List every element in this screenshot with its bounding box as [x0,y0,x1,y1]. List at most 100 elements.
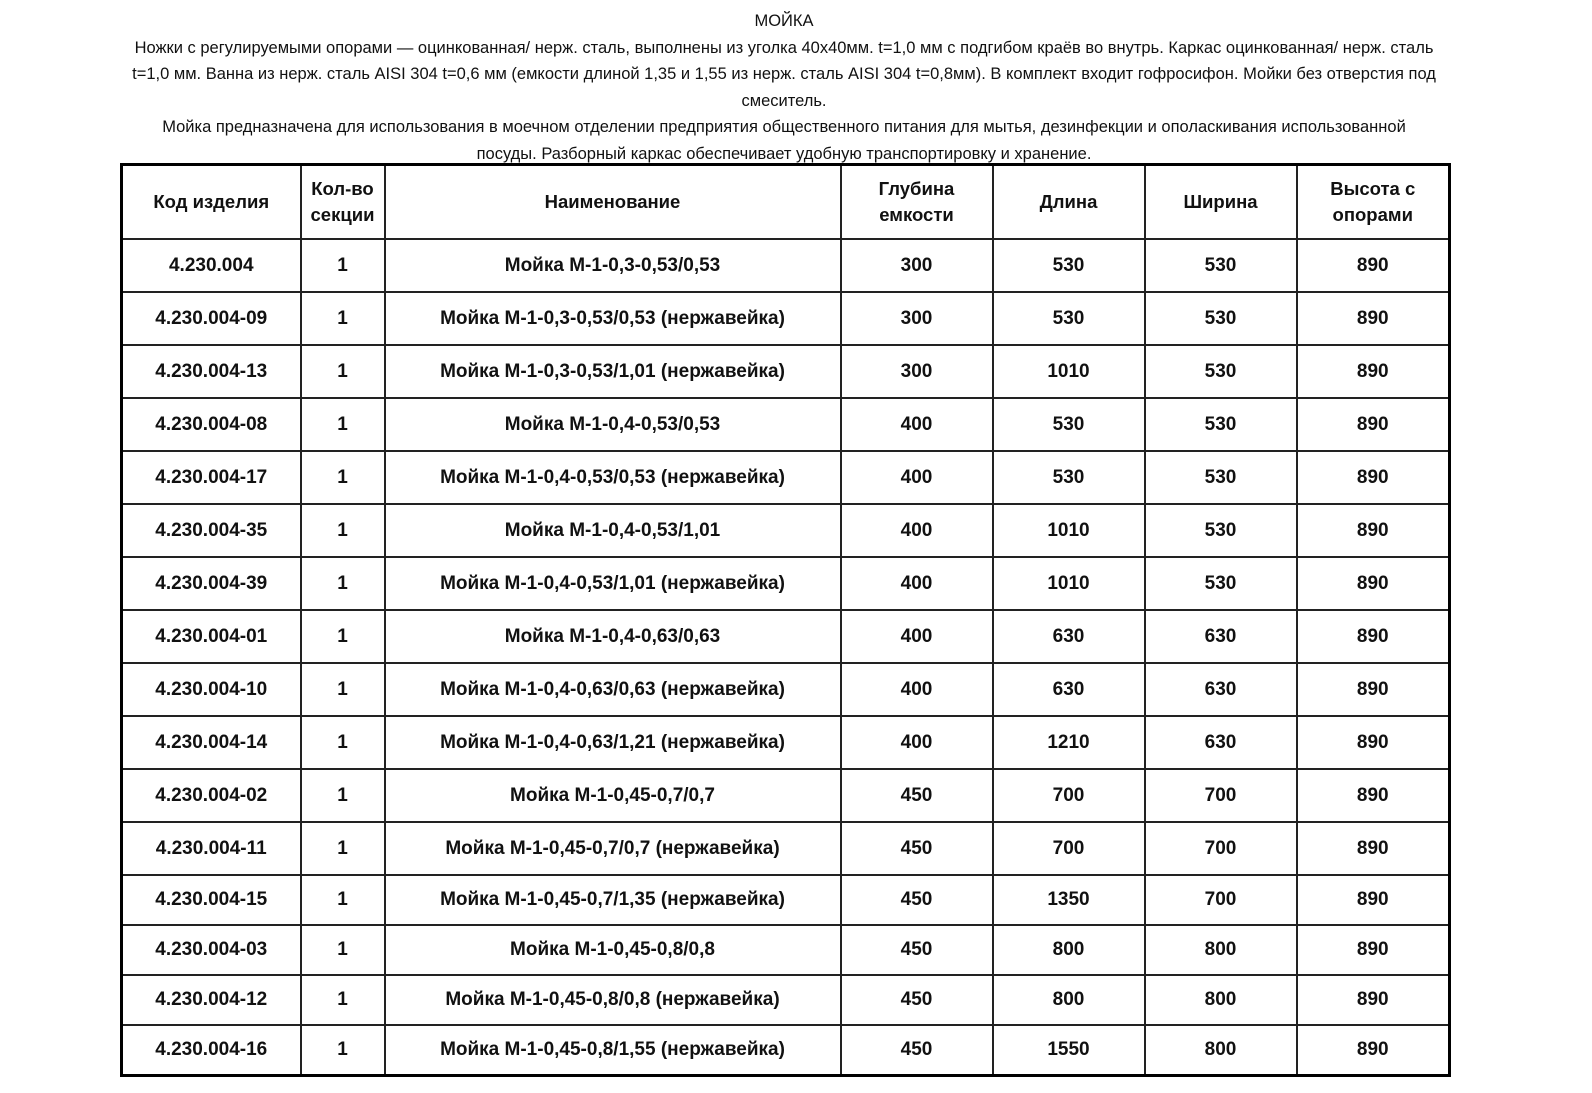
cell-depth: 450 [839,1024,994,1077]
cell-code: 4.230.004-17 [120,450,302,505]
cell-name: Мойка М-1-0,3-0,53/1,01 (нержавейка) [383,344,842,399]
cell-length: 700 [991,821,1146,876]
cell-depth: 450 [839,874,994,926]
cell-width: 700 [1143,768,1298,823]
cell-sections: 1 [299,450,386,505]
cell-length: 530 [991,397,1146,452]
cell-width: 530 [1143,344,1298,399]
cell-sections: 1 [299,238,386,293]
purpose-paragraph: Мойка предназначена для использования в … [162,118,1406,163]
cell-height: 890 [1295,556,1451,611]
cell-name: Мойка М-1-0,4-0,53/1,01 [383,503,842,558]
cell-height: 890 [1295,344,1451,399]
table-row: 4.230.004-09 1 Мойка М-1-0,3-0,53/0,53 (не… [120,291,1451,346]
cell-width: 630 [1143,662,1298,717]
cell-name: Мойка М-1-0,4-0,53/0,53 [383,397,842,452]
cell-depth: 300 [839,238,994,293]
table-header-row: Код изделия Кол-во секции Наименование Глуб… [120,163,1451,240]
cell-sections: 1 [299,503,386,558]
cell-depth: 300 [839,291,994,346]
table-row: 4.230.004-13 1 Мойка М-1-0,3-0,53/1,01 (не… [120,344,1451,399]
cell-sections: 1 [299,662,386,717]
cell-depth: 400 [839,397,994,452]
cell-width: 700 [1143,874,1298,926]
cell-depth: 450 [839,768,994,823]
cell-height: 890 [1295,768,1451,823]
cell-sections: 1 [299,924,386,976]
cell-height: 890 [1295,291,1451,346]
cell-code: 4.230.004-03 [120,924,302,976]
cell-code: 4.230.004-09 [120,291,302,346]
cell-code: 4.230.004-01 [120,609,302,664]
table-row: 4.230.004 1 Мойка М-1-0,3-0,53/0,53 300 530 5… [120,238,1451,293]
cell-height: 890 [1295,874,1451,926]
cell-width: 530 [1143,397,1298,452]
cell-length: 630 [991,609,1146,664]
cell-length: 1010 [991,344,1146,399]
cell-length: 1010 [991,503,1146,558]
cell-sections: 1 [299,556,386,611]
cell-depth: 450 [839,974,994,1026]
table-row: 4.230.004-14 1 Мойка М-1-0,4-0,63/1,21 (не… [120,715,1451,770]
cell-height: 890 [1295,974,1451,1026]
cell-code: 4.230.004-35 [120,503,302,558]
cell-sections: 1 [299,768,386,823]
cell-name: Мойка М-1-0,4-0,63/0,63 [383,609,842,664]
cell-width: 700 [1143,821,1298,876]
cell-height: 890 [1295,238,1451,293]
description-paragraph: Ножки с регулируемыми опорами — оцинкова… [132,38,1436,110]
cell-width: 630 [1143,715,1298,770]
cell-sections: 1 [299,874,386,926]
header-height: Высота с опорами [1295,163,1451,240]
cell-length: 800 [991,974,1146,1026]
header-code: Код изделия [120,163,302,240]
cell-name: Мойка М-1-0,4-0,63/0,63 (нержавейка) [383,662,842,717]
cell-name: Мойка М-1-0,45-0,7/1,35 (нержавейка) [383,874,842,926]
cell-depth: 450 [839,821,994,876]
table-row: 4.230.004-03 1 Мойка М-1-0,45-0,8/0,8 450 80… [120,924,1451,976]
cell-height: 890 [1295,503,1451,558]
cell-length: 530 [991,450,1146,505]
cell-name: Мойка М-1-0,45-0,8/0,8 (нержавейка) [383,974,842,1026]
cell-depth: 450 [839,924,994,976]
cell-width: 800 [1143,974,1298,1026]
header-sections: Кол-во секции [299,163,386,240]
intro-text: МОЙКА Ножки с регулируемыми опорами — оц… [120,8,1448,168]
cell-length: 530 [991,238,1146,293]
cell-length: 530 [991,291,1146,346]
cell-code: 4.230.004-10 [120,662,302,717]
cell-length: 1010 [991,556,1146,611]
table-row: 4.230.004-16 1 Мойка М-1-0,45-0,8/1,55 (не… [120,1024,1451,1077]
cell-sections: 1 [299,821,386,876]
cell-height: 890 [1295,1024,1451,1077]
cell-depth: 400 [839,715,994,770]
cell-code: 4.230.004-08 [120,397,302,452]
cell-depth: 300 [839,344,994,399]
cell-name: Мойка М-1-0,4-0,63/1,21 (нержавейка) [383,715,842,770]
cell-depth: 400 [839,662,994,717]
cell-length: 630 [991,662,1146,717]
table-row: 4.230.004-15 1 Мойка М-1-0,45-0,7/1,35 (не… [120,874,1451,926]
table-row: 4.230.004-39 1 Мойка М-1-0,4-0,53/1,01 (не… [120,556,1451,611]
cell-length: 1210 [991,715,1146,770]
header-width: Ширина [1143,163,1298,240]
cell-length: 800 [991,924,1146,976]
cell-height: 890 [1295,397,1451,452]
header-length: Длина [991,163,1146,240]
table-row: 4.230.004-10 1 Мойка М-1-0,4-0,63/0,63 (не… [120,662,1451,717]
table-row: 4.230.004-17 1 Мойка М-1-0,4-0,53/0,53 (не… [120,450,1451,505]
cell-code: 4.230.004-14 [120,715,302,770]
product-table: Код изделия Кол-во секции Наименование Глуб… [120,163,1451,1077]
cell-height: 890 [1295,609,1451,664]
cell-width: 800 [1143,924,1298,976]
cell-name: Мойка М-1-0,3-0,53/0,53 [383,238,842,293]
cell-length: 1350 [991,874,1146,926]
cell-depth: 400 [839,556,994,611]
cell-length: 1550 [991,1024,1146,1077]
table-row: 4.230.004-35 1 Мойка М-1-0,4-0,53/1,01 400 1… [120,503,1451,558]
cell-sections: 1 [299,974,386,1026]
cell-name: Мойка М-1-0,45-0,7/0,7 (нержавейка) [383,821,842,876]
cell-code: 4.230.004-15 [120,874,302,926]
cell-width: 530 [1143,291,1298,346]
cell-depth: 400 [839,609,994,664]
